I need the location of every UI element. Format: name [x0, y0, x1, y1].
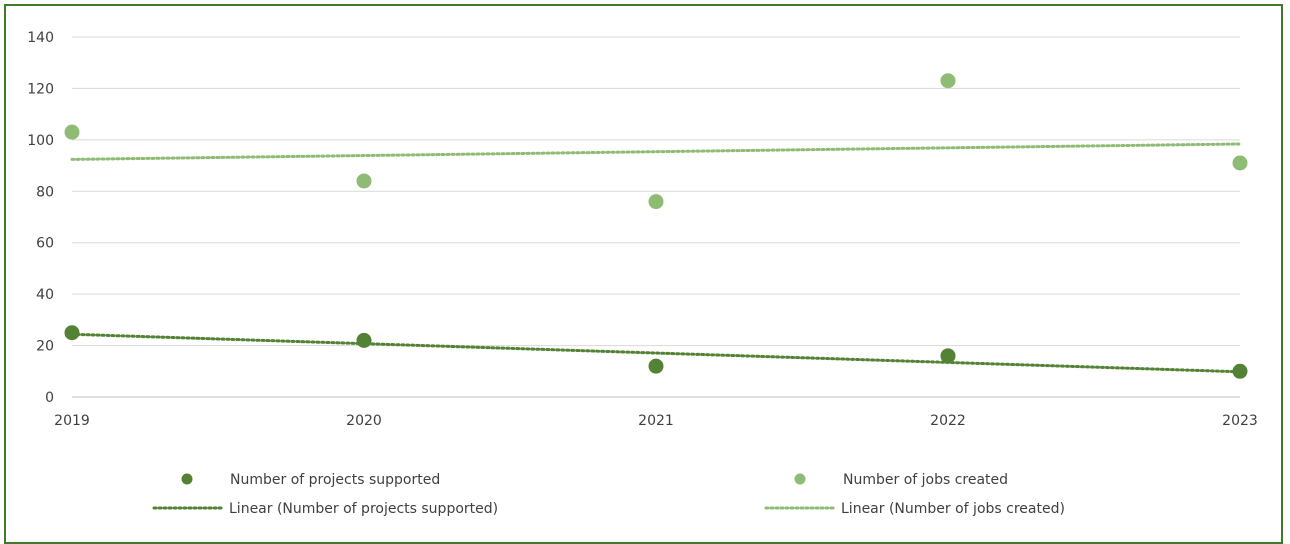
legend-label-jobs: Number of jobs created: [843, 472, 1008, 488]
legend-marker-jobs: [794, 473, 806, 485]
legend-label-jobs-trend: Linear (Number of jobs created): [841, 501, 1065, 517]
y-tick-label: 0: [45, 390, 54, 406]
x-tick-label: 2019: [54, 413, 90, 429]
x-axis: 2019 2020 2021 2022 2023: [54, 413, 1258, 429]
y-tick-label: 100: [27, 133, 54, 149]
jobs-point-2021: [648, 194, 664, 210]
trendlines: [70, 142, 1242, 374]
jobs-point-2019: [64, 124, 80, 140]
trendline-0: [70, 332, 1242, 374]
chart-frame: [4, 4, 1283, 544]
legend: Number of projects supported Number of j…: [152, 472, 1065, 517]
y-tick-label: 80: [36, 184, 54, 200]
trendline-1: [70, 142, 1242, 161]
x-tick-label: 2023: [1222, 413, 1258, 429]
y-tick-label: 40: [36, 287, 54, 303]
projects-point-2019: [64, 325, 80, 341]
jobs-point-2020: [356, 173, 372, 189]
projects-point-2021: [648, 358, 664, 374]
y-tick-label: 60: [36, 236, 54, 252]
projects-point-2023: [1232, 363, 1248, 379]
x-tick-label: 2021: [638, 413, 674, 429]
projects-point-2020: [356, 332, 372, 348]
legend-label-projects-trend: Linear (Number of projects supported): [229, 501, 498, 517]
gridlines: [72, 36, 1240, 398]
legend-label-projects: Number of projects supported: [230, 472, 440, 488]
y-tick-label: 20: [36, 339, 54, 355]
x-tick-label: 2020: [346, 413, 382, 429]
jobs-point-2022: [940, 73, 956, 89]
y-tick-label: 140: [27, 30, 54, 46]
jobs-point-2023: [1232, 155, 1248, 171]
x-tick-label: 2022: [930, 413, 966, 429]
y-axis: 0 20 40 60 80 100 120 140: [27, 30, 54, 406]
projects-point-2022: [940, 348, 956, 364]
data-points: [64, 73, 1248, 379]
legend-marker-projects: [181, 473, 193, 485]
y-tick-label: 120: [27, 81, 54, 97]
